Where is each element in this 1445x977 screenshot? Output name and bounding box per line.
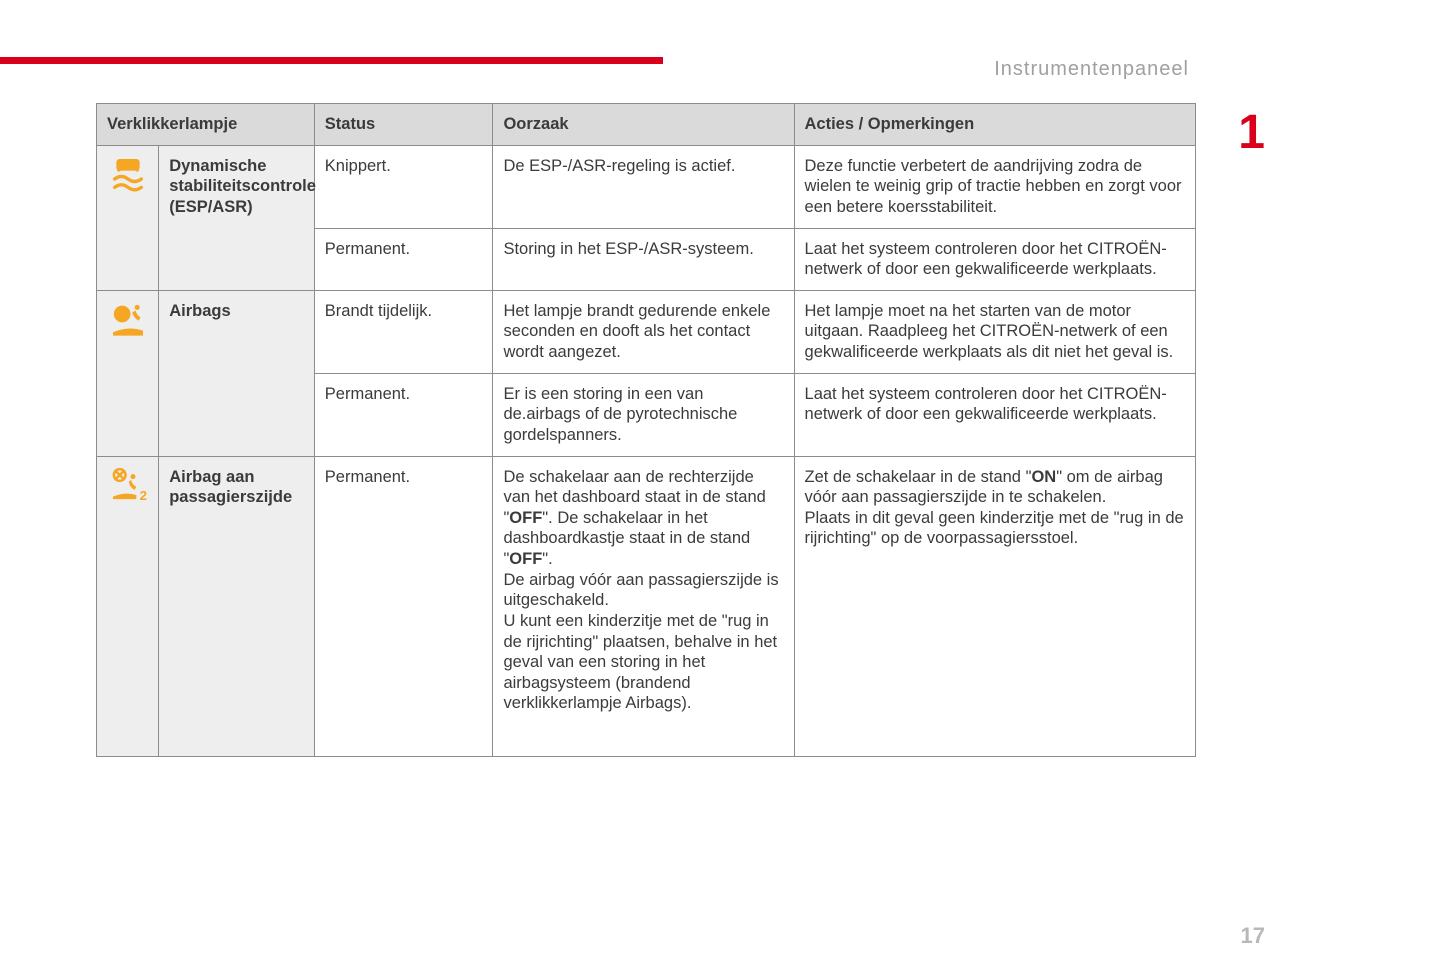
col-header-lamp: Verklikkerlampje [97, 104, 315, 146]
airbag-off-icon [97, 456, 159, 756]
table-row: AirbagsBrandt tijdelijk.Het lampje brand… [97, 290, 1196, 373]
chapter-number: 1 [1238, 105, 1265, 160]
status-cell: Knippert. [314, 145, 493, 228]
section-title: Instrumentenpaneel [994, 58, 1189, 81]
esp-icon [97, 145, 159, 290]
status-cell: Permanent. [314, 228, 493, 290]
action-cell: Zet de schakelaar in de stand "ON" om de… [794, 456, 1195, 756]
accent-bar [0, 57, 663, 64]
action-cell: Deze functie verbetert de aandrijving zo… [794, 145, 1195, 228]
warning-lights-table: Verklikkerlampje Status Oorzaak Acties /… [96, 103, 1196, 757]
table-header-row: Verklikkerlampje Status Oorzaak Acties /… [97, 104, 1196, 146]
status-cell: Permanent. [314, 456, 493, 756]
status-cell: Permanent. [314, 373, 493, 456]
col-header-cause: Oorzaak [493, 104, 794, 146]
action-cell: Het lampje moet na het starten van de mo… [794, 290, 1195, 373]
table-row: Dynamische stabiliteitscontrole (ESP/ASR… [97, 145, 1196, 228]
cause-cell: Er is een storing in een van de.airbags … [493, 373, 794, 456]
cause-cell: De schakelaar aan de rechterzijde van he… [493, 456, 794, 756]
lamp-name: Airbag aan passagierszijde [159, 456, 315, 756]
cause-cell: Het lampje brandt gedurende enkele secon… [493, 290, 794, 373]
cause-cell: Storing in het ESP-/ASR-systeem. [493, 228, 794, 290]
action-cell: Laat het systeem controleren door het CI… [794, 373, 1195, 456]
action-cell: Laat het systeem controleren door het CI… [794, 228, 1195, 290]
cause-cell: De ESP-/ASR-regeling is actief. [493, 145, 794, 228]
lamp-name: Dynamische stabiliteitscontrole (ESP/ASR… [159, 145, 315, 290]
col-header-action: Acties / Opmerkingen [794, 104, 1195, 146]
table-row: Airbag aan passagierszijdePermanent.De s… [97, 456, 1196, 756]
lamp-name: Airbags [159, 290, 315, 456]
status-cell: Brandt tijdelijk. [314, 290, 493, 373]
airbag-icon [97, 290, 159, 456]
col-header-status: Status [314, 104, 493, 146]
page-number: 17 [1241, 923, 1265, 949]
